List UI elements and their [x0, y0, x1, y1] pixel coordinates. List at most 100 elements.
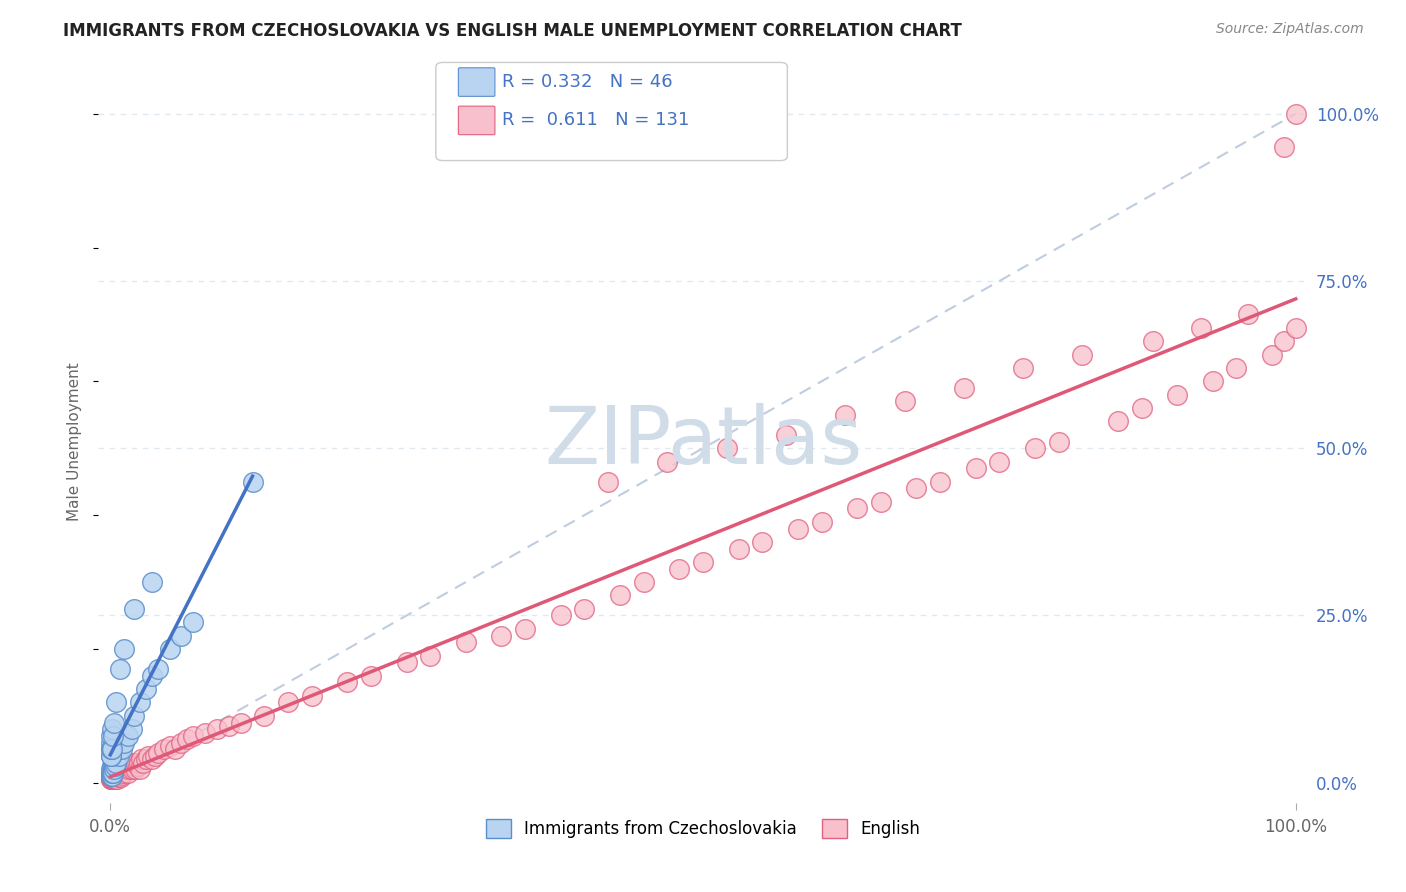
Point — [103, 772, 125, 787]
Point — [100, 742, 122, 756]
Point — [122, 708, 145, 723]
Point — [101, 771, 124, 785]
Point — [114, 762, 136, 776]
Point — [893, 394, 915, 409]
Point — [103, 765, 125, 780]
Point — [419, 648, 441, 663]
Point — [515, 622, 537, 636]
Text: R = 0.332   N = 46: R = 0.332 N = 46 — [502, 73, 672, 91]
Point — [103, 762, 125, 776]
Point — [110, 769, 132, 783]
Point — [454, 635, 477, 649]
Point — [105, 765, 128, 780]
Text: R =  0.611   N = 131: R = 0.611 N = 131 — [502, 112, 689, 129]
Point — [846, 501, 869, 516]
Point — [159, 642, 181, 657]
Point — [491, 628, 513, 642]
Point — [716, 442, 738, 455]
Point — [110, 765, 132, 780]
Point — [146, 746, 169, 760]
Point — [100, 771, 122, 785]
Point — [1047, 434, 1070, 449]
Point — [1107, 414, 1129, 428]
Point — [104, 771, 127, 785]
Point — [170, 735, 193, 749]
Point — [101, 762, 124, 776]
Point — [598, 475, 620, 489]
Point — [101, 772, 124, 787]
Point — [869, 494, 891, 508]
Point — [727, 541, 749, 556]
Point — [100, 742, 122, 756]
Point — [107, 769, 129, 783]
Point — [122, 759, 145, 773]
Point — [834, 408, 856, 422]
Point — [104, 765, 127, 780]
Point — [141, 574, 163, 589]
Point — [242, 475, 264, 489]
Point — [100, 771, 122, 785]
Point — [1225, 361, 1247, 376]
Point — [104, 759, 127, 773]
Point — [108, 742, 131, 756]
Point — [124, 762, 146, 776]
Point — [108, 662, 131, 676]
Point — [129, 762, 152, 776]
Point — [1237, 307, 1260, 322]
Point — [101, 765, 124, 780]
Point — [103, 765, 125, 780]
Point — [360, 669, 382, 683]
Point — [1142, 334, 1164, 349]
Point — [103, 769, 125, 783]
Text: ZIPatlas: ZIPatlas — [544, 402, 862, 481]
Point — [1071, 347, 1094, 362]
Point — [122, 602, 145, 616]
Point — [101, 765, 124, 780]
Point — [253, 708, 276, 723]
Point — [129, 752, 152, 766]
Point — [114, 735, 136, 749]
Point — [152, 742, 174, 756]
Point — [101, 767, 124, 781]
Point — [194, 725, 217, 739]
Point — [108, 765, 131, 780]
Point — [143, 749, 166, 764]
Point — [141, 752, 163, 766]
Point — [101, 723, 124, 737]
Point — [114, 759, 136, 773]
Point — [100, 769, 122, 783]
Point — [100, 742, 122, 756]
Point — [114, 642, 136, 657]
Point — [775, 428, 797, 442]
Point — [1285, 107, 1308, 121]
Point — [657, 455, 679, 469]
Point — [115, 762, 138, 776]
Point — [136, 749, 159, 764]
Legend: Immigrants from Czechoslovakia, English: Immigrants from Czechoslovakia, English — [479, 813, 927, 845]
Point — [101, 765, 124, 780]
Point — [100, 767, 122, 781]
Point — [205, 723, 228, 737]
Point — [668, 562, 690, 576]
Point — [101, 765, 124, 780]
Point — [965, 461, 987, 475]
Y-axis label: Male Unemployment: Male Unemployment — [67, 362, 83, 521]
Point — [105, 696, 128, 710]
Point — [1285, 320, 1308, 334]
Point — [550, 608, 572, 623]
Point — [129, 696, 152, 710]
Point — [105, 742, 128, 756]
Point — [100, 749, 122, 764]
Point — [101, 756, 124, 770]
Point — [117, 729, 139, 743]
Point — [100, 762, 122, 776]
Point — [1012, 361, 1035, 376]
Point — [100, 769, 122, 783]
Point — [336, 675, 359, 690]
Point — [127, 759, 149, 773]
Point — [104, 772, 127, 787]
Point — [101, 771, 124, 785]
Point — [100, 729, 122, 743]
Point — [101, 759, 124, 773]
Point — [218, 719, 240, 733]
